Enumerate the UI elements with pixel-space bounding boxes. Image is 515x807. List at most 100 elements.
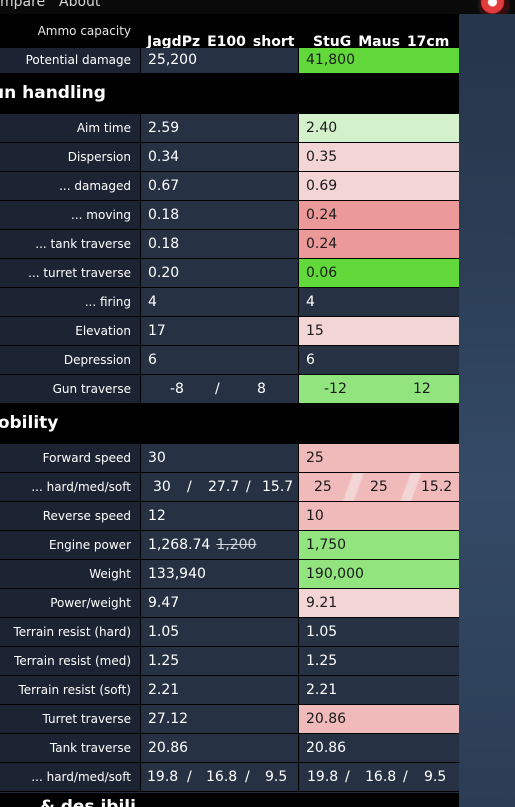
table-row: Turret traverse 27.12 20.86 — [0, 705, 459, 734]
vehicle1-value: 2.59 — [141, 114, 298, 142]
value-part: 15.7 — [262, 479, 294, 495]
section-title: un handling — [0, 83, 106, 103]
vehicle1-value: 133,940 — [141, 560, 298, 588]
vehicle1-value: 2.21 — [141, 676, 298, 704]
value-part: 30 — [153, 479, 171, 495]
ammo-capacity-label: Ammo capacity — [37, 24, 131, 38]
row-label: ... moving — [0, 201, 140, 229]
row-label: Engine power — [0, 531, 140, 559]
vehicle2-value: 1.05 — [299, 618, 459, 646]
vehicle2-value: 190,000 — [299, 560, 459, 588]
value-part: -8 — [170, 381, 184, 397]
nav-compare[interactable]: mpare — [0, 0, 46, 10]
section-title: lobility — [0, 413, 59, 433]
table-row: Gun traverse -8 / 8 -12 12 — [0, 375, 459, 404]
top-nav: mpare About — [0, 0, 515, 14]
vehicle2-value: 41,800 — [299, 48, 459, 73]
vehicle1-name[interactable]: JagdPz_E100_short — [147, 34, 295, 50]
value-part: 25 — [370, 479, 388, 495]
table-row: Reverse speed 12 10 — [0, 502, 459, 531]
vehicle1-value: 12 — [141, 502, 298, 530]
row-label: Terrain resist (soft) — [0, 676, 140, 704]
vehicle2-value: 2.40 — [299, 114, 459, 142]
vehicle2-value: 0.24 — [299, 201, 459, 229]
vehicle2-value: 20.86 — [299, 734, 459, 762]
value-part: 16.8 — [365, 769, 397, 785]
value-part: 25 — [314, 479, 332, 495]
vehicle2-value: 0.06 — [299, 259, 459, 287]
vehicle2-value: 1.25 — [299, 647, 459, 675]
table-row: Potential damage 25,200 41,800 — [0, 48, 459, 74]
table-row: ... turret traverse 0.20 0.06 — [0, 259, 459, 288]
vehicle1-value: -8 / 8 — [141, 375, 298, 403]
row-label: Depression — [0, 346, 140, 374]
vehicle1-value: 20.86 — [141, 734, 298, 762]
value-part: 16.8 — [206, 769, 238, 785]
table-row: Depression 6 6 — [0, 346, 459, 375]
vehicle1-value: 0.18 — [141, 201, 298, 229]
table-row: Terrain resist (med) 1.25 1.25 — [0, 647, 459, 676]
row-label: Elevation — [0, 317, 140, 345]
row-label: Tank traverse — [0, 734, 140, 762]
vehicle2-value: 6 — [299, 346, 459, 374]
vehicle1-value: 4 — [141, 288, 298, 316]
comparison-table: Ammo capacity JagdPz_E100_short StuG_Mau… — [0, 14, 459, 792]
table-row: Power/weight 9.47 9.21 — [0, 589, 459, 618]
table-row: Tank traverse 20.86 20.86 — [0, 734, 459, 763]
value-part: -12 — [324, 381, 347, 397]
row-label: Gun traverse — [0, 375, 140, 403]
vehicle1-value: 0.20 — [141, 259, 298, 287]
row-label: ... turret traverse — [0, 259, 140, 287]
section-next: & des ibili — [0, 793, 459, 807]
table-row: ... moving 0.18 0.24 — [0, 201, 459, 230]
vehicle2-value: 1,750 — [299, 531, 459, 559]
vehicle1-value: 0.34 — [141, 143, 298, 171]
vehicle2-value: 4 — [299, 288, 459, 316]
table-row: ... damaged 0.67 0.69 — [0, 172, 459, 201]
table-row: ... firing 4 4 — [0, 288, 459, 317]
value-separator: / — [345, 769, 350, 785]
nav-about[interactable]: About — [59, 0, 101, 10]
table-row: Weight 133,940 190,000 — [0, 560, 459, 589]
row-label: Power/weight — [0, 589, 140, 617]
vehicle2-value: 25 — [299, 444, 459, 472]
background-panel — [459, 0, 515, 807]
table-row: ... hard/med/soft 19.8 / 16.8 / 9.5 19.8… — [0, 763, 459, 792]
row-label: Aim time — [0, 114, 140, 142]
value-part: 19.8 — [307, 769, 339, 785]
table-row: Aim time 2.59 2.40 — [0, 114, 459, 143]
row-label: ... hard/med/soft — [0, 763, 140, 791]
row-label: Dispersion — [0, 143, 140, 171]
vehicle1-value: 25,200 — [141, 48, 298, 73]
vehicle1-value: 30 — [141, 444, 298, 472]
vehicle2-value: 0.69 — [299, 172, 459, 200]
value-separator: / — [245, 769, 250, 785]
logo-icon[interactable] — [479, 0, 509, 14]
table-row: Dispersion 0.34 0.35 — [0, 143, 459, 172]
vehicle2-name[interactable]: StuG_Maus_17cm — [313, 34, 450, 50]
value-part: 19.8 — [147, 769, 179, 785]
vehicle2-value: 19.8 / 16.8 / 9.5 — [299, 763, 459, 791]
row-label: Potential damage — [0, 48, 140, 73]
value-part: 9.5 — [265, 769, 288, 785]
table-row: Elevation 17 15 — [0, 317, 459, 346]
vehicle1-value: 0.18 — [141, 230, 298, 258]
vehicle1-value: 17 — [141, 317, 298, 345]
row-label: Weight — [0, 560, 140, 588]
vehicle2-value: 0.24 — [299, 230, 459, 258]
row-label: Terrain resist (med) — [0, 647, 140, 675]
value-separator: / — [187, 769, 192, 785]
row-label: Forward speed — [0, 444, 140, 472]
vehicle2-value: 2.21 — [299, 676, 459, 704]
value-part: 15.2 — [421, 479, 453, 495]
vehicle1-value: 1.05 — [141, 618, 298, 646]
section-gun-handling: un handling — [0, 74, 459, 114]
value-previous[interactable]: 1,200 — [216, 537, 257, 553]
vehicle1-value: 30 / 27.7 / 15.7 — [141, 473, 298, 501]
table-header: Ammo capacity JagdPz_E100_short StuG_Mau… — [0, 14, 459, 50]
value-part: 12 — [413, 381, 431, 397]
value-part: 8 — [257, 381, 266, 397]
vehicle1-value: 1.25 — [141, 647, 298, 675]
row-label: ... hard/med/soft — [0, 473, 140, 501]
row-label: Turret traverse — [0, 705, 140, 733]
